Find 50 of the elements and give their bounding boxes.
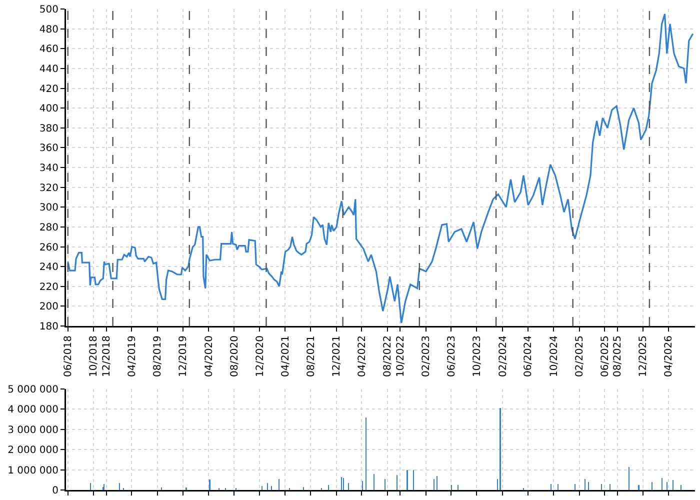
x-tick-label: 08/2019 xyxy=(152,336,164,378)
y-tick-label: 460 xyxy=(39,44,58,56)
x-tick-label: 12/2019 xyxy=(178,336,190,378)
x-tick-label: 04/2021 xyxy=(280,336,292,378)
y-tick-label: 220 xyxy=(39,282,58,293)
y-tick-label: 260 xyxy=(39,242,58,254)
x-tick-label: 10/2024 xyxy=(548,336,560,378)
y-tick-label: 3 000 000 xyxy=(8,424,58,436)
y-tick-label: 240 xyxy=(39,262,58,274)
y-tick-label: 500 xyxy=(39,4,58,16)
y-tick-label: 380 xyxy=(39,123,58,134)
y-tick-label: 300 xyxy=(39,202,58,214)
x-tick-label: 12/2021 xyxy=(332,336,343,378)
y-tick-label: 0 xyxy=(52,486,58,496)
x-tick-label: 10/2022 xyxy=(395,336,406,378)
x-tick-label: 10/2023 xyxy=(472,336,483,378)
x-tick-label: 02/2024 xyxy=(498,336,509,378)
y-tick-label: 1 000 000 xyxy=(8,465,58,476)
y-tick-label: 360 xyxy=(39,143,58,154)
x-tick-label: 12/2025 xyxy=(638,336,650,378)
x-tick-label: 10/2018 xyxy=(88,336,100,378)
x-tick-label: 08/2021 xyxy=(306,336,317,378)
y-tick-label: 280 xyxy=(39,222,58,234)
y-tick-label: 5 000 000 xyxy=(8,384,58,396)
y-tick-label: 480 xyxy=(39,24,58,36)
x-tick-label: 06/2025 xyxy=(600,336,611,378)
y-tick-label: 440 xyxy=(39,64,58,75)
y-tick-label: 340 xyxy=(39,163,58,174)
x-tick-label: 08/2022 xyxy=(382,336,394,378)
x-tick-label: 06/2018 xyxy=(63,336,74,378)
x-tick-label: 04/2026 xyxy=(664,336,675,378)
x-tick-label: 04/2022 xyxy=(356,336,368,378)
x-tick-label: 04/2020 xyxy=(204,336,215,378)
x-tick-label: 06/2023 xyxy=(446,336,458,378)
y-tick-label: 420 xyxy=(39,84,58,95)
y-tick-label: 200 xyxy=(39,302,58,313)
x-tick-label: 12/2020 xyxy=(254,336,266,378)
line-series xyxy=(67,13,694,324)
x-tick-label: 12/2018 xyxy=(102,336,113,378)
x-tick-label: 02/2023 xyxy=(421,336,432,378)
x-tick-label: 06/2024 xyxy=(523,336,534,378)
y-tick-label: 400 xyxy=(39,104,58,115)
y-tick-label: 2 000 000 xyxy=(8,445,58,456)
y-tick-label: 320 xyxy=(39,182,58,194)
x-tick-label: 08/2020 xyxy=(229,336,240,378)
x-tick-label: 08/2025 xyxy=(612,336,624,378)
y-tick-label: 180 xyxy=(39,322,58,332)
x-tick-label: 02/2025 xyxy=(574,336,586,378)
y-tick-label: 4 000 000 xyxy=(8,404,58,416)
x-tick-label: 04/2019 xyxy=(126,336,138,378)
